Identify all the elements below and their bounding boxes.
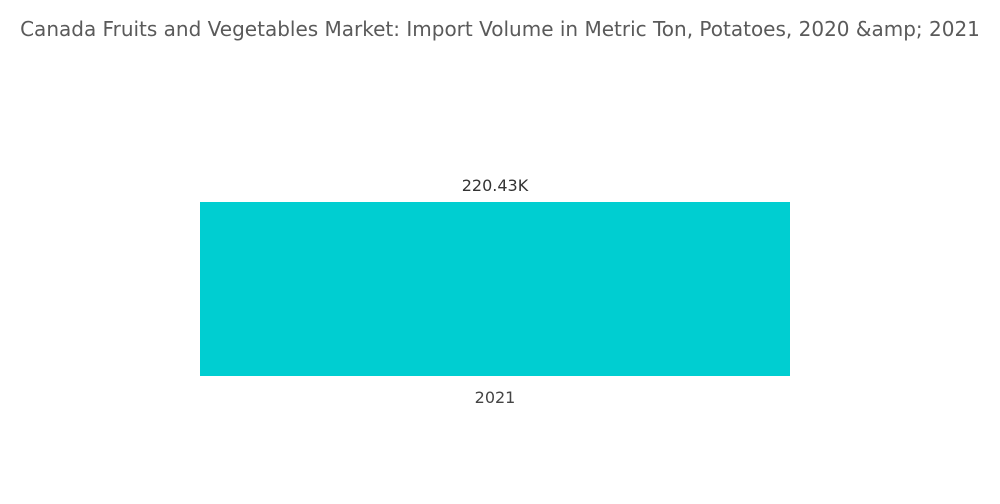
- bar-2021: [200, 202, 790, 376]
- data-label-2021: 220.43K: [462, 176, 529, 195]
- bars-layer: 220.43K 2021: [200, 176, 790, 407]
- chart-title: Canada Fruits and Vegetables Market: Imp…: [20, 17, 980, 41]
- x-tick-label-2021: 2021: [475, 388, 516, 407]
